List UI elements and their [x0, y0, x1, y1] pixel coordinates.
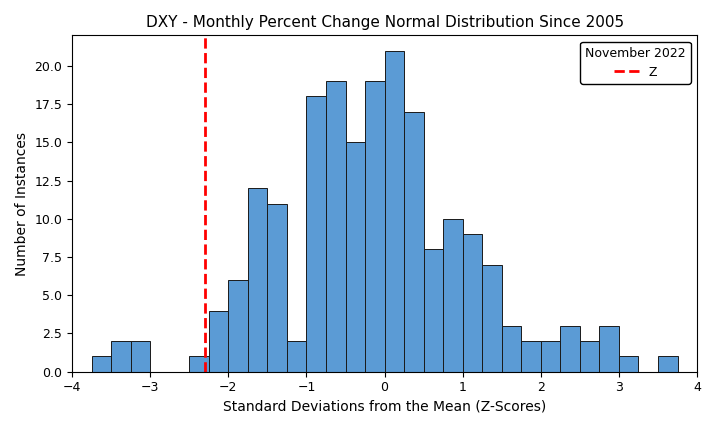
Bar	[404, 112, 424, 372]
Bar	[502, 326, 521, 372]
Bar	[268, 203, 287, 372]
Bar	[248, 188, 268, 372]
Bar	[306, 97, 326, 372]
Bar	[483, 265, 502, 372]
Bar	[521, 341, 541, 372]
Bar	[384, 51, 404, 372]
Bar	[228, 280, 248, 372]
Bar	[463, 234, 483, 372]
X-axis label: Standard Deviations from the Mean (Z-Scores): Standard Deviations from the Mean (Z-Sco…	[223, 400, 546, 414]
Bar	[599, 326, 619, 372]
Bar	[92, 356, 111, 372]
Bar	[346, 142, 365, 372]
Bar	[424, 249, 443, 372]
Title: DXY - Monthly Percent Change Normal Distribution Since 2005: DXY - Monthly Percent Change Normal Dist…	[145, 15, 624, 30]
Y-axis label: Number of Instances: Number of Instances	[15, 132, 29, 275]
Bar	[189, 356, 209, 372]
Bar	[326, 81, 346, 372]
Bar	[619, 356, 639, 372]
Legend: Z: Z	[580, 42, 691, 84]
Bar	[561, 326, 580, 372]
Bar	[365, 81, 384, 372]
Bar	[287, 341, 306, 372]
Bar	[209, 311, 228, 372]
Bar	[443, 219, 463, 372]
Bar	[580, 341, 599, 372]
Bar	[541, 341, 561, 372]
Bar	[131, 341, 150, 372]
Bar	[111, 341, 131, 372]
Bar	[658, 356, 677, 372]
